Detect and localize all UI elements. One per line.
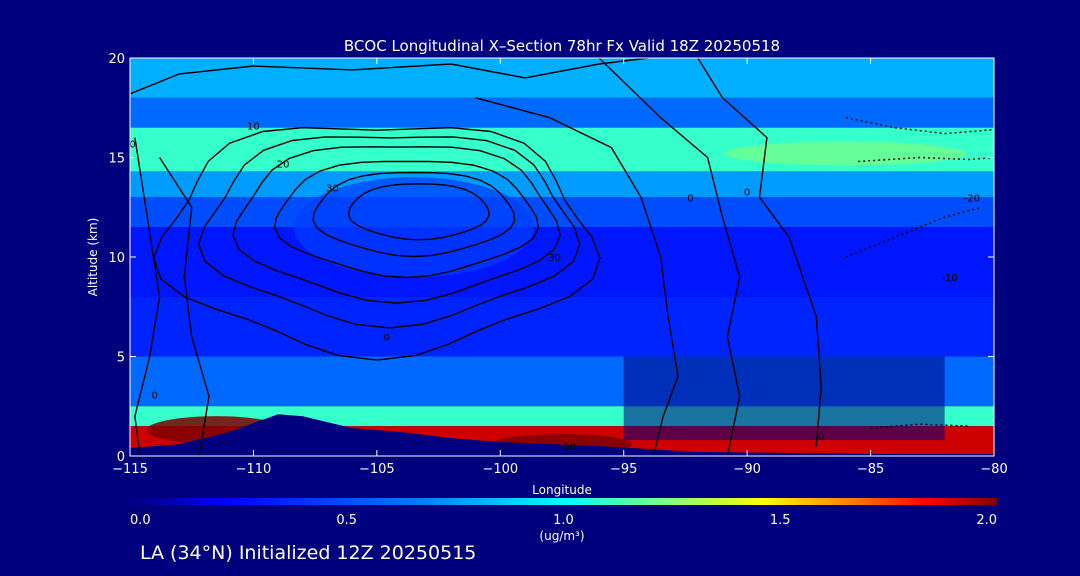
colorbar-ticks: 0.0 0.5 1.0 1.5 2.0 [130,513,997,528]
y-tick-label: 15 [108,152,125,167]
colorbar-tick-label: 1.0 [553,513,574,528]
contour-label-7: 10 [563,442,576,453]
x-tick-label: −90 [733,462,760,477]
footer-initialization-label: LA (34°N) Initialized 12Z 20250515 [140,542,476,564]
plume-low-east [624,357,945,441]
contour-label-0: 10 [247,122,260,133]
y-tick-label: 5 [117,351,125,366]
colorbar-tick-label: 0.5 [336,513,357,528]
y-tick-label: 20 [108,52,125,67]
y-tick-label: 10 [108,251,125,266]
contour-label-6: 0 [384,333,390,344]
colorbar-units: (ug/m³) [539,529,584,543]
colorbar [130,498,997,505]
contour-label-9: 0 [744,187,750,198]
chart-title: BCOC Longitudinal X–Section 78hr Fx Vali… [344,37,780,55]
contour-label-12: 0 [818,432,824,443]
contour-label-10: -20 [964,193,980,204]
x-axis-label: Longitude [532,483,592,497]
x-tick-label: −100 [482,462,518,477]
colorbar-tick-label: 1.5 [770,513,791,528]
contour-label-11: -10 [941,273,957,284]
concentration-band-4 [130,197,994,227]
colorbar-tick-label: 2.0 [976,513,997,528]
x-tick-label: −95 [610,462,637,477]
contour-label-1: 20 [277,159,290,170]
concentration-band-0 [130,58,994,98]
contour-label-3: 30 [548,253,561,264]
x-tick-label: −85 [857,462,884,477]
plume-upper-east [726,142,966,166]
colorbar-tick-label: 0.0 [130,513,151,528]
x-tick-label: −80 [980,462,1007,477]
concentration-band-5 [130,227,994,297]
contour-label-8: 0 [687,193,693,204]
x-tick-label: −110 [236,462,272,477]
contour-label-5: 0 [152,390,158,401]
x-tick-label: −105 [359,462,395,477]
y-axis-label: Altitude (km) [86,218,100,297]
contour-label-2: 30 [326,183,339,194]
y-tick-label: 0 [117,450,125,465]
concentration-band-6 [130,297,994,357]
